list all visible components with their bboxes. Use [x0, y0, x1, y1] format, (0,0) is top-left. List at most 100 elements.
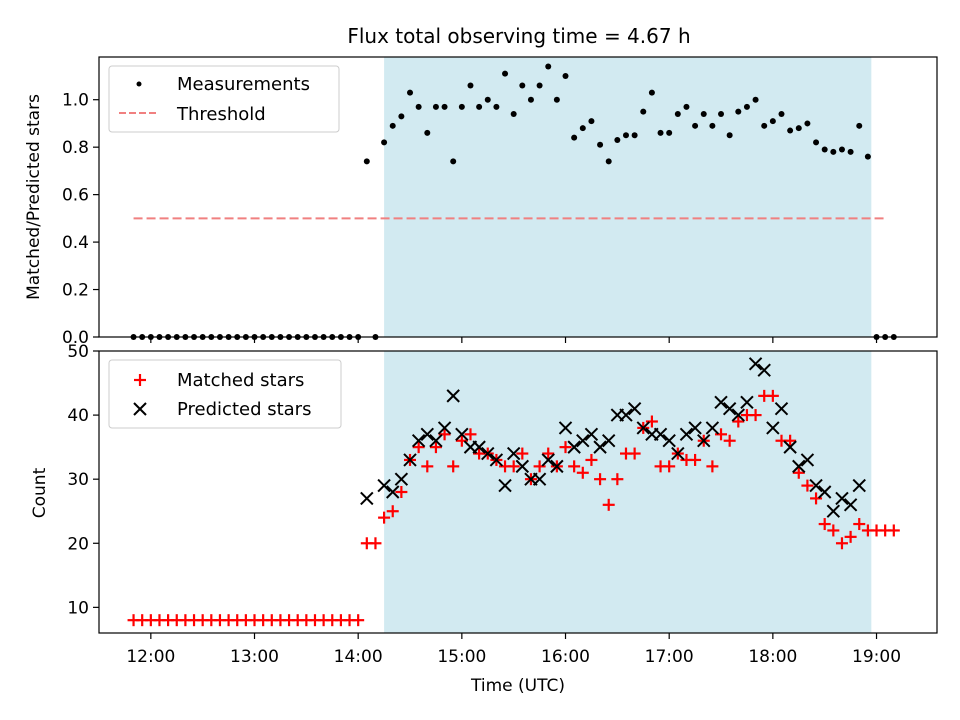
predicted-point [360, 491, 374, 506]
predicted-point [498, 478, 512, 493]
measurement-point [502, 70, 509, 77]
bottom-y-tick-label: 40 [67, 406, 89, 426]
predicted-point [627, 401, 642, 416]
measurement-point [597, 141, 604, 148]
predicted-point [532, 472, 547, 486]
matched-point [585, 453, 598, 466]
top-y-tick-label: 0.8 [62, 138, 89, 158]
predicted-point [515, 459, 530, 474]
predicted-point [386, 485, 400, 499]
measurement-point [761, 122, 768, 129]
predicted-point [653, 427, 668, 442]
top-y-axis-label: Matched/Predicted stars [24, 94, 44, 300]
predicted-point [688, 421, 702, 435]
predicted-point [506, 446, 521, 461]
predicted-point [455, 427, 469, 442]
matched-point [715, 428, 728, 441]
measurement-point [571, 134, 578, 141]
matched-point [732, 415, 745, 428]
measurement-point [614, 137, 621, 144]
matched-point [455, 434, 468, 447]
matched-point [706, 460, 719, 473]
matched-point [723, 434, 736, 447]
matched-point [801, 479, 814, 492]
measurement-point [847, 148, 854, 155]
predicted-point [800, 453, 815, 467]
measurement-point [787, 127, 794, 134]
predicted-point [429, 434, 443, 448]
matched-point [507, 460, 520, 473]
measurement-point [493, 103, 500, 110]
matched-point [594, 473, 607, 486]
predicted-point [403, 453, 417, 467]
predicted-point [852, 478, 866, 493]
predicted-point [826, 504, 841, 518]
top-y-tick-label: 0.6 [62, 186, 89, 206]
legend-predicted-marker [133, 402, 147, 416]
matched-point [784, 434, 797, 447]
top-y-tick-label: 1.0 [62, 91, 89, 111]
legend-predicted-label: Predicted stars [177, 399, 311, 420]
predicted-point [584, 427, 599, 442]
top-panel: 0.0 0.2 0.4 0.6 0.8 1.0 Matched/Predicted sta… [24, 56, 938, 348]
predicted-point [774, 401, 789, 416]
predicted-point [671, 446, 685, 461]
top-shaded-span [384, 57, 872, 337]
x-tick-label: 13:00 [230, 647, 279, 667]
matched-point [602, 498, 615, 511]
matched-point [447, 460, 460, 473]
matched-point [645, 415, 658, 428]
matched-point [835, 537, 848, 550]
matched-point [533, 460, 546, 473]
predicted-point [411, 434, 426, 448]
x-axis-label: Time (UTC) [470, 676, 565, 696]
matched-point [827, 524, 840, 537]
measurement-point [726, 132, 733, 139]
top-y-tick-label: 0.4 [62, 233, 89, 253]
predicted-point [550, 459, 564, 474]
measurement-point [743, 103, 750, 110]
matched-point [412, 441, 425, 454]
measurement-point [752, 96, 759, 103]
bottom-y-tick-label: 30 [67, 470, 89, 490]
predicted-point [576, 434, 590, 448]
bottom-y-tick-label: 10 [67, 598, 89, 618]
predicted-point [714, 395, 728, 409]
matched-point [663, 460, 676, 473]
measurement-point [432, 103, 439, 110]
measurement-point [700, 110, 707, 117]
measurement-point [674, 110, 681, 117]
top-axes-frame [98, 56, 938, 338]
measurement-point [735, 108, 742, 115]
x-tick-label: 19:00 [852, 647, 901, 667]
predicted-point [705, 421, 720, 435]
matched-point [628, 447, 641, 460]
matched-point [421, 460, 434, 473]
measurement-point [778, 110, 785, 117]
bottom-y-tick-label: 20 [67, 534, 89, 554]
legend-matched-marker [134, 374, 146, 386]
predicted-point [377, 478, 391, 493]
bottom-axes-frame [98, 350, 938, 634]
measurement-point [545, 63, 552, 70]
matched-point [818, 518, 831, 531]
measurement-point [363, 158, 370, 165]
measurement-point [579, 125, 586, 132]
measurement-point [813, 139, 820, 146]
measurement-point [622, 132, 629, 139]
predicted-point [541, 453, 555, 467]
predicted-point [817, 485, 832, 499]
predicted-point [731, 408, 746, 422]
predicted-point [697, 434, 711, 448]
bottom-legend: Matched stars Predicted stars [108, 359, 342, 429]
measurement-point [407, 89, 414, 96]
predicted-point [792, 459, 806, 474]
chart-title: Flux total observing time = 4.67 h [347, 24, 690, 48]
legend-matched-label: Matched stars [177, 370, 304, 391]
predicted-point [679, 427, 694, 442]
legend-measurements-marker [136, 81, 142, 87]
measurement-point [450, 158, 457, 165]
measurement-point [510, 110, 517, 117]
predicted-point [567, 440, 581, 454]
predicted-point [437, 421, 452, 435]
